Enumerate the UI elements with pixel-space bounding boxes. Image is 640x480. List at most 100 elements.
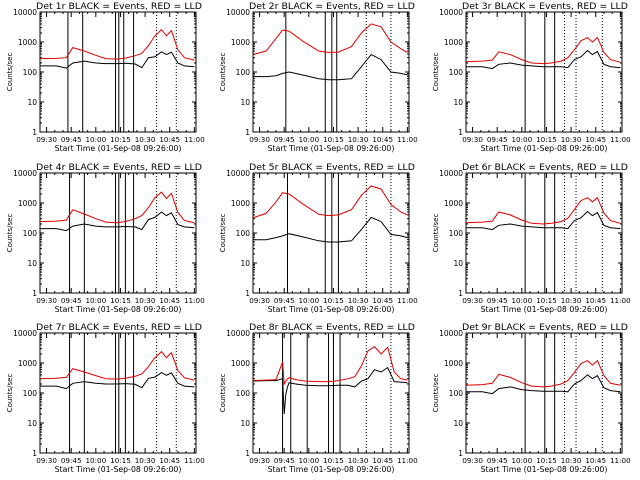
plot-frame xyxy=(39,11,197,133)
panel-1: Det 1r BLACK = Events, RED = LLD 1 10 100 10… xyxy=(6,2,205,153)
x-tick-label: 10:15 xyxy=(323,296,344,305)
x-tick-label: 10:30 xyxy=(135,456,156,465)
x-tick-label: 10:15 xyxy=(110,135,131,144)
y-tick-label: 10000 xyxy=(226,169,250,178)
x-tick-label: 09:45 xyxy=(487,456,508,465)
y-tick-label: 1000 xyxy=(18,199,37,208)
y-axis-label: Counts/sec xyxy=(432,374,440,413)
x-tick-label: 09:30 xyxy=(462,135,483,144)
x-tick-label: 10:30 xyxy=(348,296,369,305)
lld-series-line xyxy=(40,350,195,381)
x-tick-label: 11:00 xyxy=(184,135,205,144)
x-tick-label: 09:45 xyxy=(61,296,82,305)
x-tick-label: 10:30 xyxy=(561,296,582,305)
y-tick-label: 100 xyxy=(23,68,38,77)
x-axis-label: Start Time (01-Sep-08 09:26:00) xyxy=(268,305,395,314)
plot-content xyxy=(466,333,621,453)
y-tick-label: 1 xyxy=(32,128,37,137)
x-axis-label: Start Time (01-Sep-08 09:26:00) xyxy=(55,305,182,314)
plot-content xyxy=(253,333,408,453)
lld-series-line xyxy=(40,191,195,224)
y-axis-label: Counts/sec xyxy=(432,214,440,253)
y-tick-label: 10000 xyxy=(439,329,463,338)
y-tick-label: 10 xyxy=(453,259,463,268)
x-tick-label: 11:00 xyxy=(184,456,205,465)
x-tick-label: 11:00 xyxy=(397,135,418,144)
y-tick-label: 10000 xyxy=(13,329,37,338)
y-axis-label: Counts/sec xyxy=(219,214,227,253)
x-axis-label: Start Time (01-Sep-08 09:26:00) xyxy=(481,144,608,153)
x-tick-label: 10:15 xyxy=(536,296,557,305)
events-series-line xyxy=(40,372,195,390)
events-series-line xyxy=(40,51,195,69)
panel-7: Det 7r BLACK = Events, RED = LLD 1 10 100 10… xyxy=(6,323,205,474)
y-axis-label: Counts/sec xyxy=(432,53,440,92)
y-tick-label: 1000 xyxy=(231,38,250,47)
panel-4: Det 4r BLACK = Events, RED = LLD 1 10 100 10… xyxy=(6,163,205,314)
x-axis-label: Start Time (01-Sep-08 09:26:00) xyxy=(55,465,182,474)
x-tick-label: 10:45 xyxy=(585,296,606,305)
x-tick-label: 10:30 xyxy=(348,135,369,144)
x-tick-label: 10:00 xyxy=(298,296,319,305)
panel-9: Det 9r BLACK = Events, RED = LLD 1 10 100 10… xyxy=(432,323,631,474)
x-tick-label: 10:15 xyxy=(323,456,344,465)
y-tick-label: 100 xyxy=(23,229,38,238)
plot-frame xyxy=(252,172,410,294)
y-tick-label: 100 xyxy=(449,68,464,77)
y-axis-label: Counts/sec xyxy=(6,214,14,253)
x-tick-label: 09:45 xyxy=(274,296,295,305)
y-tick-label: 10 xyxy=(453,98,463,107)
y-tick-label: 100 xyxy=(236,68,251,77)
y-tick-label: 1 xyxy=(245,128,250,137)
y-tick-label: 10 xyxy=(240,419,250,428)
x-tick-label: 09:30 xyxy=(36,296,57,305)
y-tick-label: 1 xyxy=(458,449,463,458)
y-tick-label: 100 xyxy=(236,389,251,398)
lld-series-line xyxy=(253,23,408,56)
x-tick-label: 09:45 xyxy=(487,135,508,144)
plot-frame xyxy=(39,332,197,454)
y-tick-label: 1 xyxy=(458,128,463,137)
x-tick-label: 10:15 xyxy=(536,135,557,144)
lld-series-line xyxy=(466,196,621,225)
y-tick-label: 1 xyxy=(32,289,37,298)
lld-series-line xyxy=(253,346,408,386)
y-tick-label: 1000 xyxy=(444,199,463,208)
events-series-line xyxy=(40,211,195,232)
x-tick-label: 10:30 xyxy=(135,296,156,305)
x-tick-label: 10:00 xyxy=(511,456,532,465)
x-tick-label: 09:30 xyxy=(462,296,483,305)
plot-frame xyxy=(252,11,410,133)
plot-content xyxy=(466,173,621,293)
x-tick-label: 09:45 xyxy=(274,135,295,144)
y-tick-label: 10 xyxy=(27,419,37,428)
y-tick-label: 1000 xyxy=(444,359,463,368)
events-series-line xyxy=(466,49,621,70)
x-tick-label: 11:00 xyxy=(184,296,205,305)
y-tick-label: 100 xyxy=(449,229,464,238)
x-axis-label: Start Time (01-Sep-08 09:26:00) xyxy=(481,305,608,314)
x-tick-label: 11:00 xyxy=(610,296,631,305)
y-tick-label: 1000 xyxy=(231,359,250,368)
panel-2: Det 2r BLACK = Events, RED = LLD 1 10 100 10… xyxy=(219,2,418,153)
x-tick-label: 10:00 xyxy=(85,456,106,465)
x-tick-label: 10:00 xyxy=(298,135,319,144)
x-axis-label: Start Time (01-Sep-08 09:26:00) xyxy=(268,144,395,153)
panel-title: Det 5r BLACK = Events, RED = LLD xyxy=(249,163,415,173)
x-tick-label: 10:00 xyxy=(85,296,106,305)
y-tick-label: 10000 xyxy=(13,169,37,178)
y-tick-label: 10 xyxy=(27,259,37,268)
events-series-line xyxy=(466,374,621,395)
plot-content xyxy=(253,12,408,132)
y-tick-label: 10 xyxy=(240,259,250,268)
x-tick-label: 09:30 xyxy=(249,296,270,305)
y-axis-label: Counts/sec xyxy=(219,53,227,92)
lld-series-line xyxy=(253,185,408,219)
panel-title: Det 8r BLACK = Events, RED = LLD xyxy=(249,323,415,333)
x-tick-label: 09:30 xyxy=(36,135,57,144)
plot-content xyxy=(253,173,408,293)
plot-frame xyxy=(465,11,623,133)
panel-title: Det 1r BLACK = Events, RED = LLD xyxy=(36,2,202,12)
y-tick-label: 10000 xyxy=(226,8,250,17)
x-tick-label: 10:00 xyxy=(85,135,106,144)
